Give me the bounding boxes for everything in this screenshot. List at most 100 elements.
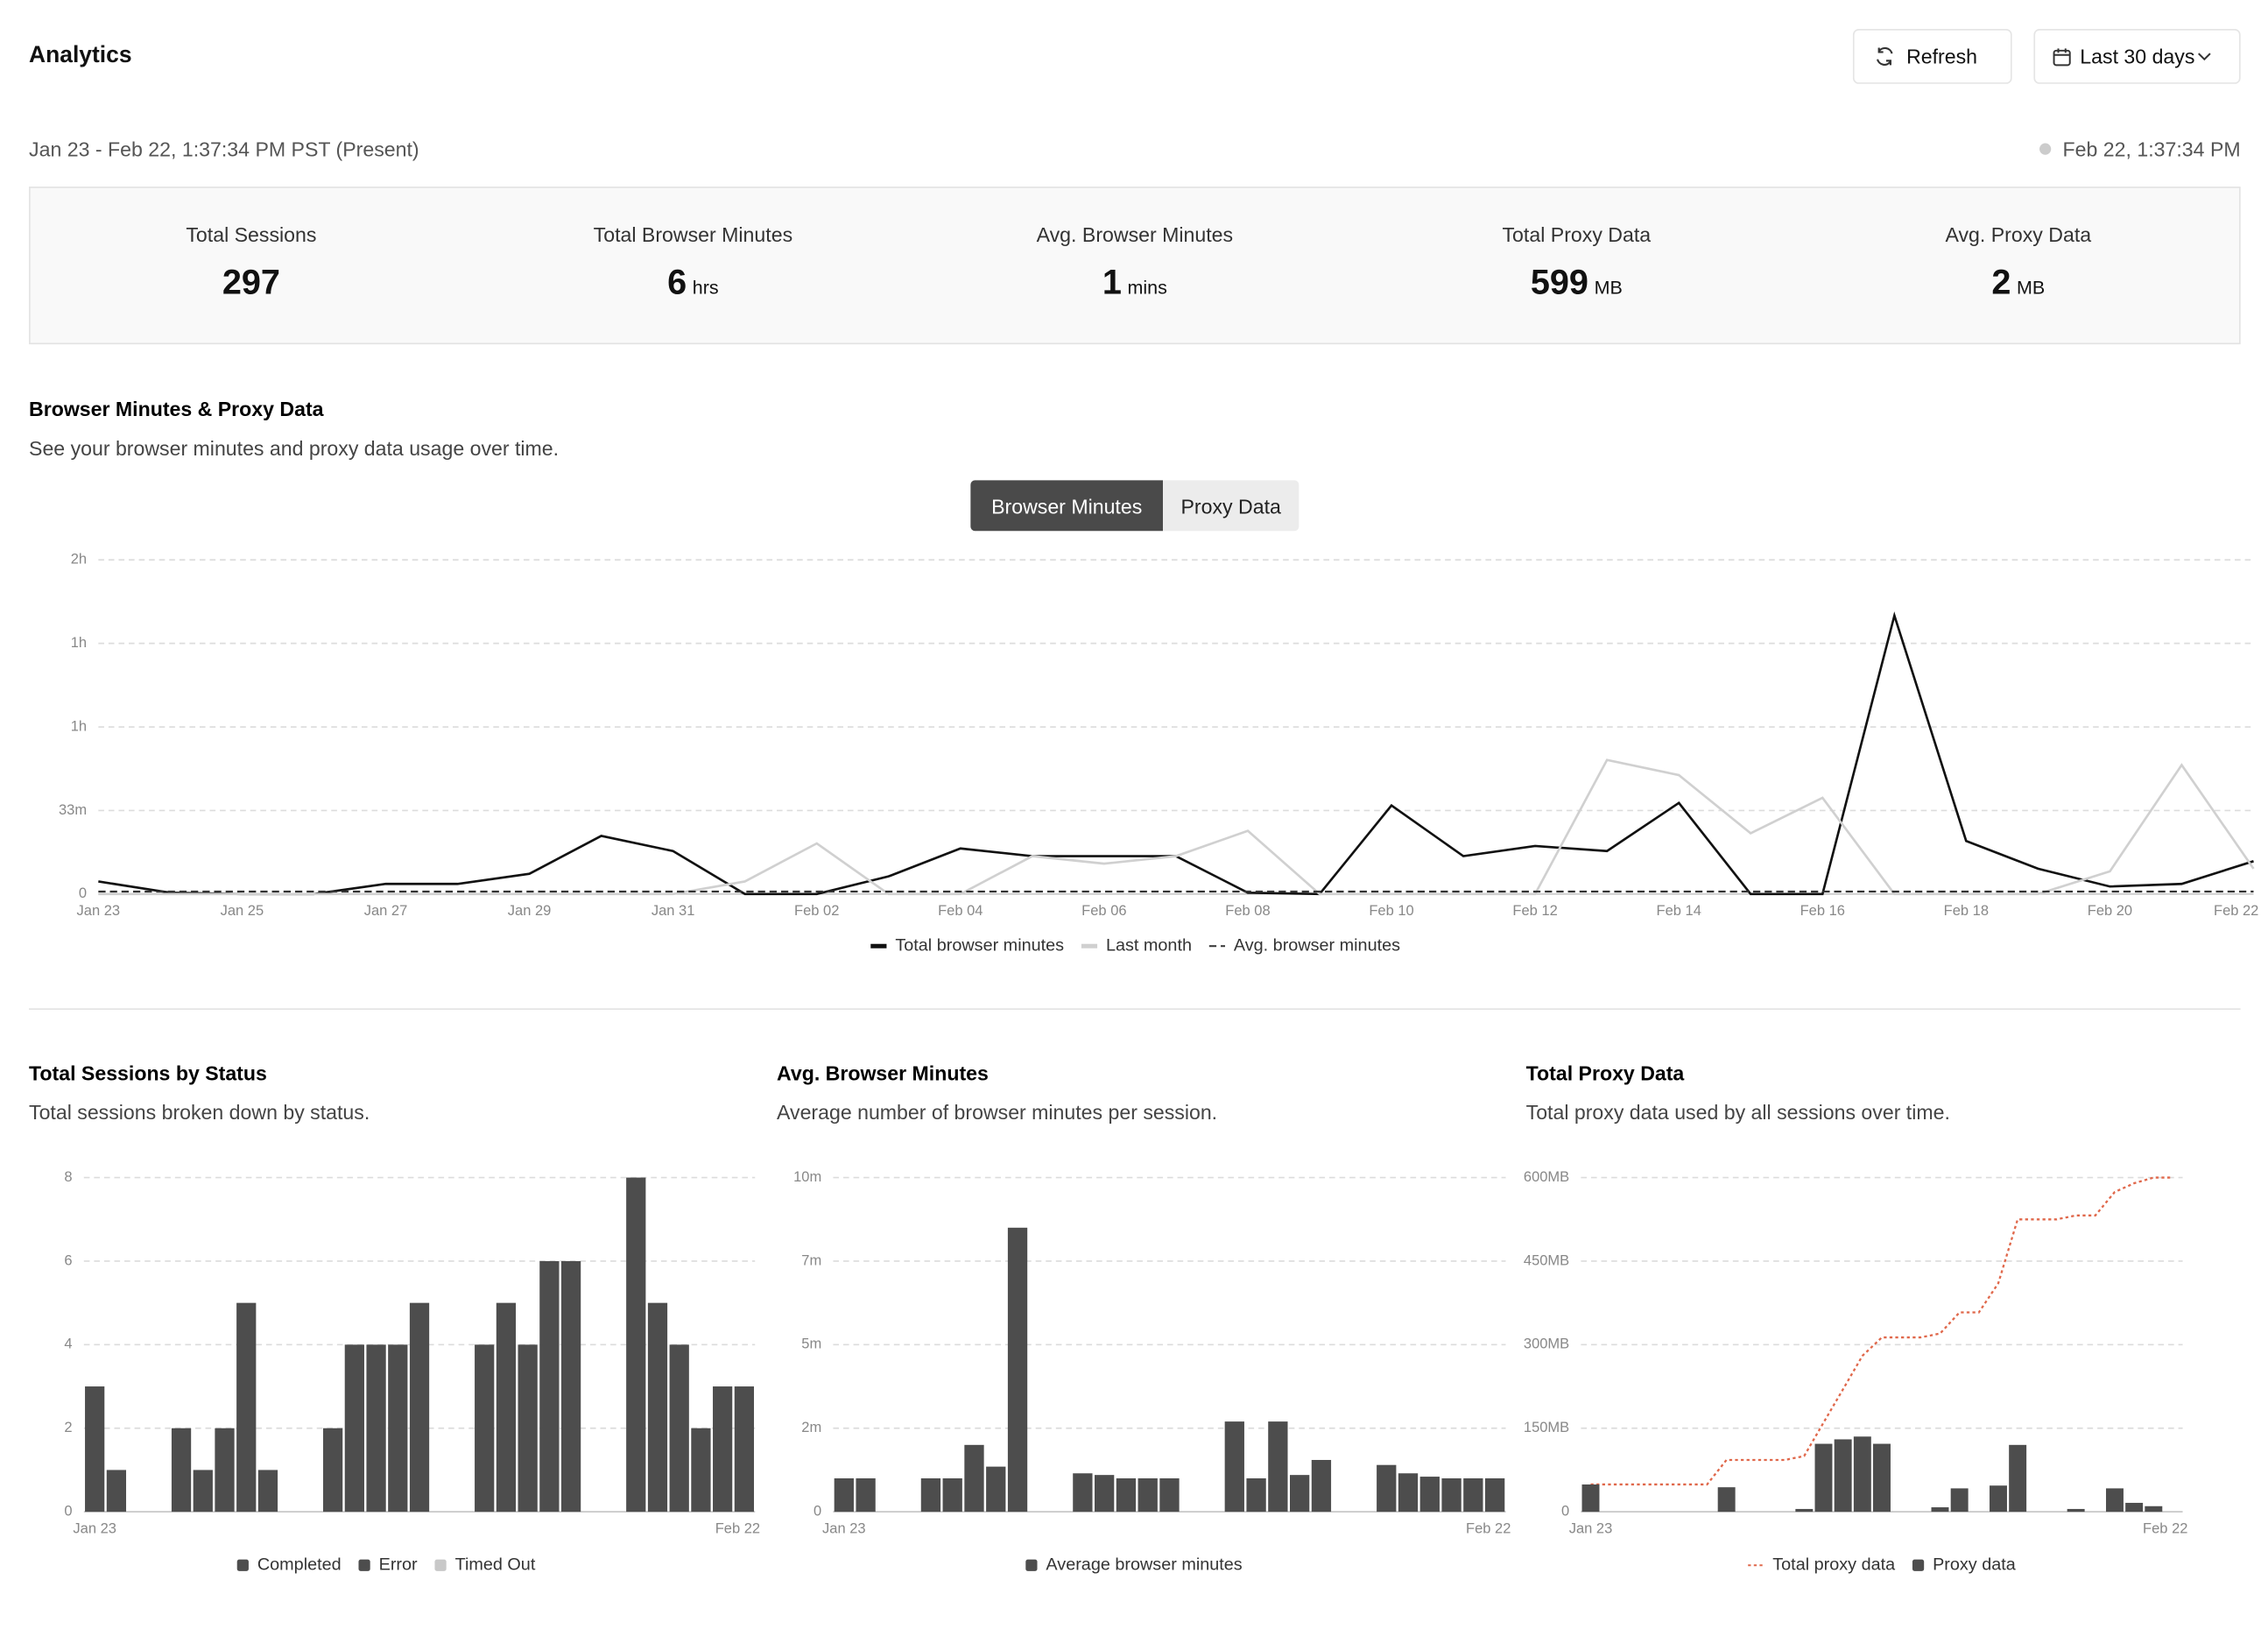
bar [1717, 1487, 1736, 1513]
bar [1814, 1443, 1833, 1513]
legend-swatch [1912, 1559, 1925, 1571]
legend-label: Average browser minutes [1046, 1555, 1242, 1574]
bar [1073, 1473, 1093, 1513]
x-tick-label: Feb 04 [938, 903, 983, 919]
stat-value-row: 1 mins [914, 264, 1356, 304]
bar [215, 1428, 235, 1513]
chart-title: Total Sessions by Status [29, 1061, 267, 1084]
bar [409, 1302, 430, 1513]
legend-label: Total proxy data [1772, 1555, 1896, 1574]
bar [1246, 1477, 1266, 1513]
stat-value: 1 [1102, 263, 1122, 303]
y-tick-label: 7m [801, 1252, 821, 1268]
y-tick-label: 4 [64, 1336, 72, 1352]
range-button-label: Last 30 days [2080, 45, 2195, 68]
x-tick-label: Jan 31 [652, 903, 695, 919]
bar [669, 1344, 689, 1513]
legend-label: Timed Out [455, 1555, 536, 1574]
x-tick-label: Jan 23 [822, 1520, 866, 1536]
legend: Completed Error Timed Out [236, 1555, 536, 1574]
x-tick-label: Feb 20 [2088, 903, 2132, 919]
bar [106, 1470, 127, 1513]
line [1590, 1176, 2173, 1486]
bar [171, 1428, 192, 1513]
x-tick-label: Feb 14 [1657, 903, 1701, 919]
tab[interactable]: Proxy Data [1163, 480, 1300, 532]
chevron-icon [2198, 53, 2212, 61]
stat-value: 6 [667, 263, 687, 303]
stat: Total Browser Minutes 6 hrs [472, 188, 913, 343]
bar [1795, 1508, 1814, 1513]
stat-unit: hrs [692, 276, 719, 299]
bar [1931, 1507, 1949, 1513]
divider [29, 1008, 2241, 1010]
y-tick-label: 5m [801, 1336, 821, 1352]
bar [1116, 1477, 1137, 1513]
x-tick-label: Feb 06 [1081, 903, 1126, 919]
stat-unit: MB [1594, 276, 1623, 299]
legend: Average browser minutes [1025, 1555, 1243, 1574]
legend-swatch [1025, 1559, 1038, 1571]
y-tick-label: 450MB [1524, 1252, 1569, 1268]
range-button[interactable]: Last 30 days [2033, 29, 2241, 84]
chart-subtitle: Total sessions broken down by status. [29, 1101, 370, 1124]
y-tick-label: 2h [71, 552, 87, 568]
bar [1398, 1473, 1419, 1513]
stat-value-row: 297 [31, 264, 472, 304]
y-tick-label: 6 [64, 1252, 72, 1268]
legend-swatch [434, 1559, 447, 1571]
refresh-button[interactable]: Refresh [1852, 29, 2012, 84]
bar [1419, 1477, 1440, 1513]
bar [236, 1302, 257, 1513]
bar [1834, 1439, 1852, 1513]
status-dot [2039, 143, 2052, 155]
stat-value: 599 [1530, 263, 1588, 303]
bar [1159, 1477, 1180, 1513]
bar [647, 1302, 668, 1513]
stats-panel: Total Sessions 297 Total Browser Minutes 6 h… [29, 187, 2241, 345]
line [98, 758, 2255, 896]
bar [1853, 1436, 1871, 1513]
legend-label: Total browser minutes [895, 936, 1064, 956]
stat-value-row: 6 hrs [472, 264, 913, 304]
y-tick-label: 0 [1561, 1503, 1569, 1519]
bar [1581, 1484, 1600, 1513]
y-tick-label: 1h [71, 718, 87, 734]
y-tick-label: 2m [801, 1420, 821, 1435]
bar [475, 1344, 495, 1513]
bar [1138, 1477, 1158, 1513]
bar [1950, 1488, 1969, 1513]
legend-label: Last month [1106, 936, 1192, 956]
x-tick-label: Jan 25 [221, 903, 264, 919]
legend: Total browser minutes Last month Avg. brow… [870, 936, 1400, 956]
stat-label: Avg. Proxy Data [1945, 222, 2092, 246]
chart-subtitle: Total proxy data used by all sessions ov… [1526, 1101, 1950, 1124]
legend-label: Proxy data [1933, 1555, 2017, 1574]
bar [1224, 1421, 1244, 1513]
bar [1289, 1475, 1310, 1513]
bar [257, 1470, 278, 1513]
bar [713, 1386, 733, 1513]
y-tick-label: 0 [64, 1503, 72, 1519]
bar [986, 1466, 1006, 1513]
legend-swatch [236, 1559, 249, 1571]
stat-value-row: 599 MB [1356, 264, 1797, 304]
tab[interactable]: Browser Minutes [970, 480, 1164, 532]
bar [496, 1302, 517, 1513]
x-tick-label: Feb 18 [1944, 903, 1989, 919]
bar [2145, 1506, 2163, 1513]
x-tick-label: Feb 22 [2214, 903, 2258, 919]
x-tick-label: Jan 29 [508, 903, 552, 919]
stat: Avg. Browser Minutes 1 mins [914, 188, 1356, 343]
y-tick-label: 0 [814, 1503, 821, 1519]
bar [388, 1344, 408, 1513]
stat-label: Total Proxy Data [1502, 222, 1652, 246]
stat-value-row: 2 MB [1798, 264, 2239, 304]
bar [366, 1344, 386, 1513]
stat: Avg. Proxy Data 2 MB [1798, 188, 2239, 343]
x-tick-label: Feb 22 [715, 1520, 760, 1536]
x-tick-label: Jan 23 [1569, 1520, 1613, 1536]
